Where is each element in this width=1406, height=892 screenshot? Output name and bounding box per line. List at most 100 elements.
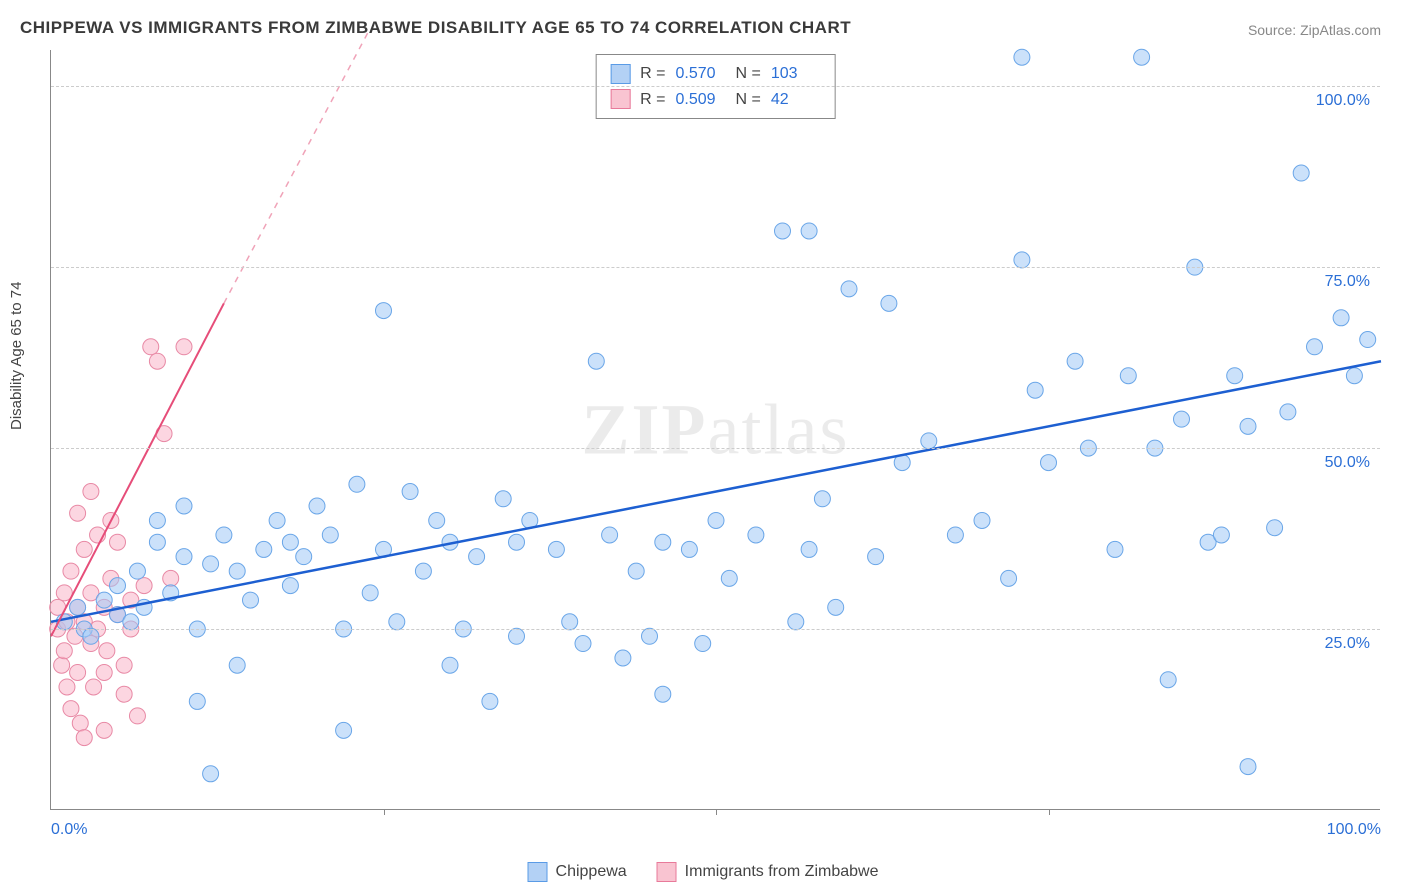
scatter-point (681, 541, 697, 557)
r-label-1: R = (640, 61, 665, 87)
scatter-point (243, 592, 259, 608)
scatter-point (116, 686, 132, 702)
scatter-point (86, 679, 102, 695)
stats-row-2: R = 0.509 N = 42 (610, 87, 821, 113)
scatter-point (868, 549, 884, 565)
scatter-point (96, 664, 112, 680)
scatter-point (136, 578, 152, 594)
legend-swatch-pink-icon (657, 862, 677, 882)
scatter-point (695, 636, 711, 652)
y-tick-label: 100.0% (1316, 92, 1370, 110)
scatter-point (256, 541, 272, 557)
scatter-point (1014, 252, 1030, 268)
scatter-point (296, 549, 312, 565)
scatter-point (509, 534, 525, 550)
scatter-point (376, 303, 392, 319)
scatter-point (721, 570, 737, 586)
scatter-point (921, 433, 937, 449)
x-tick (1049, 809, 1050, 815)
scatter-point (96, 592, 112, 608)
scatter-point (1307, 339, 1323, 355)
plot-area: ZIPatlas R = 0.570 N = 103 R = 0.509 N =… (50, 50, 1380, 810)
gridline (51, 629, 1380, 630)
legend-swatch-blue-icon (528, 862, 548, 882)
scatter-point (76, 730, 92, 746)
scatter-point (269, 512, 285, 528)
r-value-1: 0.570 (676, 61, 726, 87)
scatter-point (495, 491, 511, 507)
scatter-point (442, 657, 458, 673)
scatter-point (56, 643, 72, 659)
x-tick-label: 100.0% (1327, 821, 1381, 839)
scatter-point (176, 549, 192, 565)
scatter-point (110, 534, 126, 550)
scatter-point (1014, 49, 1030, 65)
scatter-point (189, 693, 205, 709)
x-tick (384, 809, 385, 815)
scatter-point (788, 614, 804, 630)
n-value-1: 103 (771, 61, 821, 87)
scatter-point (1107, 541, 1123, 557)
scatter-point (163, 570, 179, 586)
scatter-point (415, 563, 431, 579)
scatter-point (143, 339, 159, 355)
stats-row-1: R = 0.570 N = 103 (610, 61, 821, 87)
scatter-point (1001, 570, 1017, 586)
scatter-point (801, 223, 817, 239)
n-label-1: N = (736, 61, 761, 87)
gridline (51, 267, 1380, 268)
scatter-point (63, 701, 79, 717)
chart-title: CHIPPEWA VS IMMIGRANTS FROM ZIMBABWE DIS… (20, 18, 851, 38)
scatter-point (974, 512, 990, 528)
scatter-point (110, 578, 126, 594)
scatter-point (176, 339, 192, 355)
scatter-point (841, 281, 857, 297)
scatter-point (1240, 759, 1256, 775)
scatter-point (96, 722, 112, 738)
trend-line (224, 28, 370, 303)
scatter-point (70, 599, 86, 615)
y-tick-label: 50.0% (1325, 454, 1370, 472)
scatter-point (149, 534, 165, 550)
swatch-blue-icon (610, 64, 630, 84)
n-value-2: 42 (771, 87, 821, 113)
scatter-point (129, 708, 145, 724)
scatter-point (1041, 455, 1057, 471)
r-label-2: R = (640, 87, 665, 113)
scatter-point (72, 715, 88, 731)
legend-item-2: Immigrants from Zimbabwe (657, 862, 879, 882)
scatter-point (129, 563, 145, 579)
scatter-point (176, 498, 192, 514)
scatter-point (1227, 368, 1243, 384)
scatter-point (282, 534, 298, 550)
scatter-point (149, 353, 165, 369)
scatter-point (655, 686, 671, 702)
scatter-point (1280, 404, 1296, 420)
scatter-point (947, 527, 963, 543)
scatter-point (216, 527, 232, 543)
scatter-point (1346, 368, 1362, 384)
scatter-point (54, 657, 70, 673)
scatter-point (349, 476, 365, 492)
r-value-2: 0.509 (676, 87, 726, 113)
scatter-point (1360, 332, 1376, 348)
legend-label-1: Chippewa (556, 863, 627, 881)
scatter-point (562, 614, 578, 630)
scatter-svg (51, 50, 1380, 809)
scatter-point (814, 491, 830, 507)
scatter-point (429, 512, 445, 528)
scatter-point (123, 614, 139, 630)
scatter-point (575, 636, 591, 652)
y-axis-label: Disability Age 65 to 74 (8, 282, 25, 430)
y-tick-label: 75.0% (1325, 273, 1370, 291)
bottom-legend: Chippewa Immigrants from Zimbabwe (528, 862, 879, 882)
scatter-point (1174, 411, 1190, 427)
scatter-point (615, 650, 631, 666)
scatter-point (1134, 49, 1150, 65)
scatter-point (362, 585, 378, 601)
y-tick-label: 25.0% (1325, 635, 1370, 653)
scatter-point (59, 679, 75, 695)
scatter-point (83, 628, 99, 644)
scatter-point (509, 628, 525, 644)
scatter-point (801, 541, 817, 557)
